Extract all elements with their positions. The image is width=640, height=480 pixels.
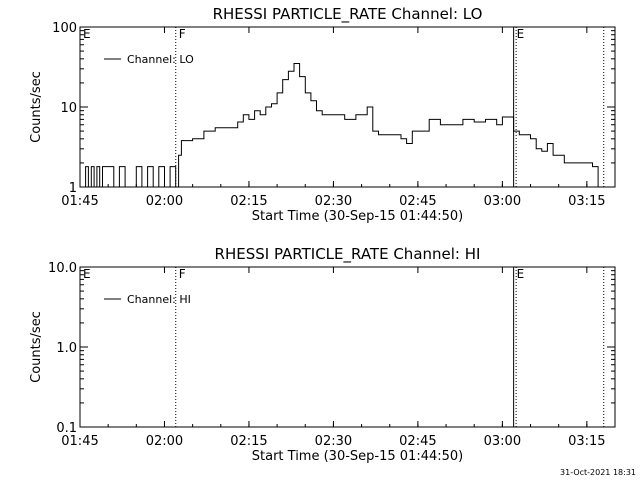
chart0-x-tick-label: 03:15 xyxy=(568,194,605,209)
chart1-y-tick-label: 1.0 xyxy=(56,341,77,356)
chart1-x-tick-label: 03:15 xyxy=(568,434,605,449)
chart0-marker-label: E xyxy=(517,27,525,41)
chart1-marker-label: F xyxy=(179,267,186,281)
chart1-y-tick-label: 0.1 xyxy=(56,421,77,436)
chart0-x-tick-label: 02:30 xyxy=(315,194,352,209)
chart0-plot-frame xyxy=(79,26,616,188)
chart1-y-axis-label: Counts/sec xyxy=(29,311,44,383)
chart1-x-tick-label: 02:00 xyxy=(146,434,183,449)
chart1-y-tick-label: 10.0 xyxy=(48,261,77,276)
chart1-x-tick-label: 01:45 xyxy=(61,434,98,449)
chart0-x-tick-label: 02:00 xyxy=(146,194,183,209)
chart1-plot-frame xyxy=(79,266,616,428)
chart1-x-tick-label: 02:30 xyxy=(315,434,352,449)
chart1-x-tick-label: 03:00 xyxy=(484,434,521,449)
chart1-x-tick-label: 02:45 xyxy=(399,434,436,449)
chart1-marker-label: E xyxy=(83,267,91,281)
chart0-y-tick-label: 1 xyxy=(69,181,77,196)
chart0-y-tick-label: 100 xyxy=(52,21,77,36)
chart0-marker-label: F xyxy=(179,27,186,41)
chart0-x-tick-label: 02:45 xyxy=(399,194,436,209)
chart0-y-axis-label: Counts/sec xyxy=(29,71,44,143)
chart1-marker-label: E xyxy=(517,267,525,281)
chart0-title: RHESSI PARTICLE_RATE Channel: LO xyxy=(213,5,483,24)
chart0-x-tick-label: 01:45 xyxy=(61,194,98,209)
chart0-x-axis-label: Start Time (30-Sep-15 01:44:50) xyxy=(252,209,463,224)
footer-timestamp: 31-Oct-2021 18:31 xyxy=(560,468,636,477)
chart1-legend-label: Channel: HI xyxy=(127,293,191,306)
chart0-x-tick-label: 03:00 xyxy=(484,194,521,209)
chart0-x-tick-label: 02:15 xyxy=(230,194,267,209)
chart1-title: RHESSI PARTICLE_RATE Channel: HI xyxy=(215,245,481,264)
chart0-y-tick-label: 10 xyxy=(60,101,77,116)
chart0-marker-label: E xyxy=(83,27,91,41)
chart1-x-tick-label: 02:15 xyxy=(230,434,267,449)
chart1-x-axis-label: Start Time (30-Sep-15 01:44:50) xyxy=(252,449,463,464)
chart0-legend-label: Channel: LO xyxy=(127,53,194,66)
chart0-series-line-0 xyxy=(80,63,599,188)
